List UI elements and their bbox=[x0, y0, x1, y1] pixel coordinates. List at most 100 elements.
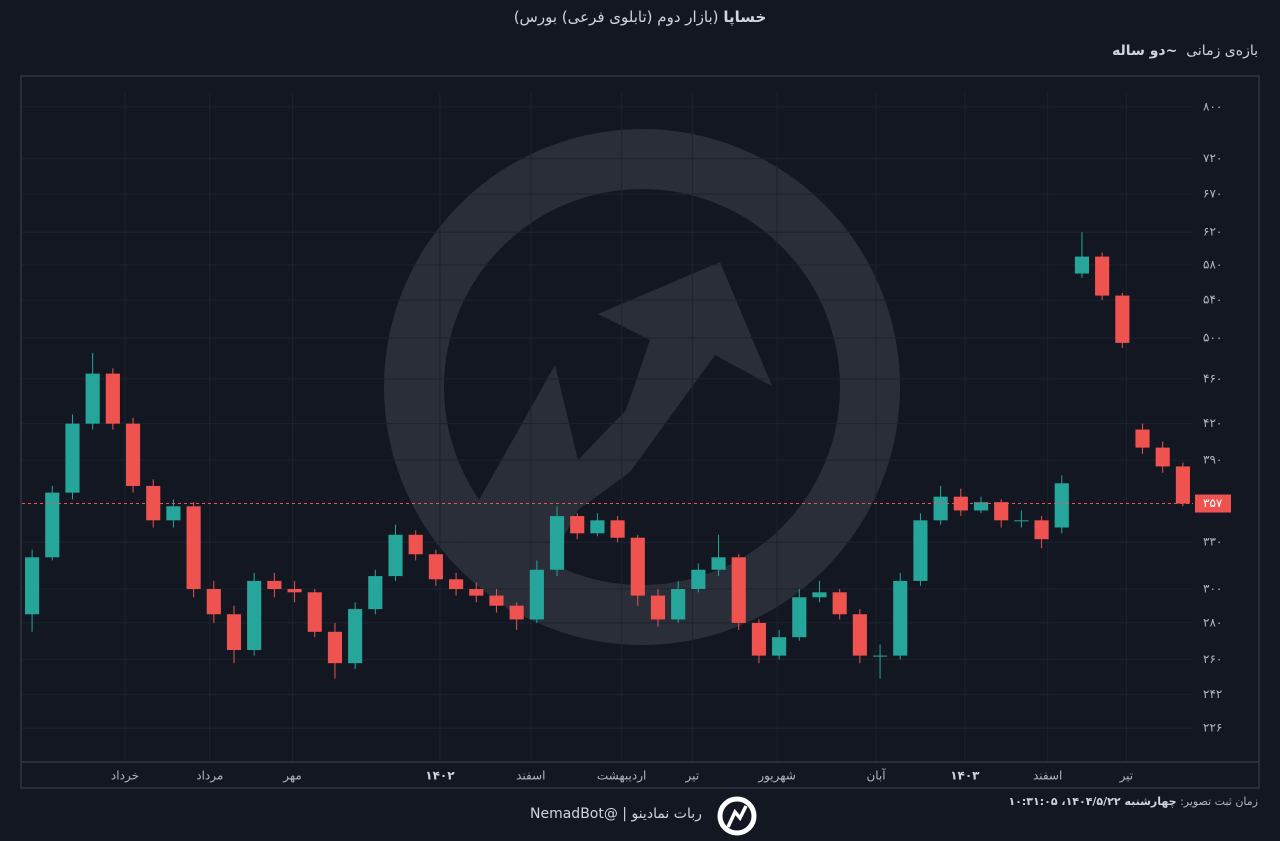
candle-body bbox=[832, 592, 847, 615]
last-price-box bbox=[1195, 494, 1231, 513]
candle-body bbox=[45, 492, 60, 558]
last-price-label: ۳۵۷ bbox=[1203, 496, 1223, 510]
time-label: زمان ثبت تصویر: bbox=[1180, 795, 1258, 808]
candle-body bbox=[731, 557, 746, 623]
candle-body bbox=[166, 506, 181, 521]
candle-body bbox=[933, 496, 948, 521]
y-tick-label: ۲۲۶ bbox=[1203, 721, 1222, 735]
candle-body bbox=[913, 520, 928, 581]
period-label: بازه‌ی زمانی bbox=[1186, 43, 1258, 59]
candle-body bbox=[226, 614, 242, 650]
candle-body bbox=[812, 592, 827, 598]
x-tick-label: آبان bbox=[866, 768, 886, 783]
x-tick-label: خرداد bbox=[111, 769, 139, 784]
candle-body bbox=[186, 506, 201, 590]
frame bbox=[20, 75, 1260, 789]
candle-body bbox=[650, 595, 666, 620]
candle-body bbox=[509, 605, 524, 620]
candle-body bbox=[630, 537, 645, 596]
candle-body bbox=[1034, 520, 1049, 540]
x-tick-label: ۱۴۰۳ bbox=[950, 769, 980, 783]
candle-body bbox=[1135, 429, 1150, 448]
y-tick-label: ۴۲۰ bbox=[1203, 416, 1222, 430]
candle-body bbox=[388, 534, 403, 577]
candle-body bbox=[489, 595, 504, 606]
candle-body bbox=[327, 631, 343, 664]
candle-body bbox=[105, 373, 120, 424]
candle-body bbox=[549, 516, 565, 570]
time-value: چهارشنبه ۱۴۰۴/۵/۲۲، ۱۰:۳۱:۰۵ bbox=[1008, 795, 1177, 808]
candle-body bbox=[852, 614, 867, 656]
candle-body bbox=[671, 589, 686, 620]
candle-body bbox=[287, 589, 302, 593]
y-tick-label: ۳۹۰ bbox=[1203, 453, 1222, 467]
candle-body bbox=[772, 637, 787, 656]
candle-body bbox=[206, 589, 221, 615]
candle-body bbox=[125, 423, 141, 486]
y-tick-label: ۳۳۰ bbox=[1203, 535, 1222, 549]
candle-body bbox=[449, 579, 464, 590]
x-tick-label: اردیبهشت bbox=[597, 769, 646, 784]
candle-body bbox=[1014, 520, 1029, 522]
symbol: خساپا bbox=[723, 8, 767, 26]
candle-body bbox=[1155, 447, 1170, 467]
candle-body bbox=[348, 609, 363, 664]
x-tick-label: مهر bbox=[282, 769, 302, 784]
y-tick-label: ۶۲۰ bbox=[1203, 225, 1222, 239]
candle-body bbox=[792, 597, 807, 638]
y-tick-label: ۷۲۰ bbox=[1203, 151, 1222, 165]
candle-body bbox=[973, 502, 989, 511]
y-tick-label: ۲۴۲ bbox=[1203, 687, 1222, 701]
y-tick-label: ۵۰۰ bbox=[1203, 330, 1222, 344]
candle-body bbox=[529, 569, 544, 620]
candle-body bbox=[146, 485, 161, 521]
candle-body bbox=[65, 423, 80, 493]
candle-body bbox=[1095, 256, 1110, 296]
y-tick-label: ۳۰۰ bbox=[1203, 582, 1222, 596]
y-tick-label: ۲۸۰ bbox=[1203, 615, 1222, 629]
x-tick-label: اسفند bbox=[1033, 769, 1062, 783]
candle-body bbox=[1054, 483, 1069, 528]
candle-body bbox=[85, 373, 100, 424]
market: (بازار دوم (تابلوی فرعی) بورس) bbox=[513, 8, 719, 26]
candle-body bbox=[893, 580, 908, 656]
y-tick-label: ۴۶۰ bbox=[1203, 371, 1222, 385]
candle-body bbox=[247, 580, 262, 650]
candle-body bbox=[469, 589, 484, 596]
y-tick-label: ۵۴۰ bbox=[1203, 293, 1222, 307]
bot: ربات نمادینو | @NemadBot bbox=[530, 806, 702, 822]
candle-body bbox=[267, 580, 282, 590]
y-tick-label: ۵۸۰ bbox=[1203, 257, 1222, 271]
y-tick-label: ۶۷۰ bbox=[1203, 187, 1222, 201]
y-tick-label: ۸۰۰ bbox=[1203, 99, 1222, 113]
period: بازه‌ی زمانی ~دو ساله bbox=[1112, 43, 1258, 59]
x-tick-label: اسفند bbox=[516, 769, 545, 783]
candle-body bbox=[751, 622, 766, 656]
candle-body bbox=[1175, 466, 1190, 504]
candle-body bbox=[1074, 256, 1090, 274]
candle-body bbox=[408, 534, 423, 555]
x-tick-label: شهریور bbox=[757, 769, 796, 784]
candle-body bbox=[570, 516, 585, 534]
candle-body bbox=[307, 592, 322, 632]
candle-body bbox=[25, 557, 40, 615]
candle-body bbox=[872, 655, 888, 657]
y-tick-label: ۲۶۰ bbox=[1203, 652, 1222, 666]
period-value: ~دو ساله bbox=[1112, 43, 1178, 59]
candle-body bbox=[368, 576, 383, 610]
x-tick-label: مرداد bbox=[196, 769, 223, 784]
x-tick-label: تیر bbox=[1119, 769, 1134, 784]
candle-body bbox=[994, 502, 1009, 521]
candle-body bbox=[590, 520, 605, 534]
x-tick-label: ۱۴۰۲ bbox=[425, 769, 455, 783]
candle-body bbox=[711, 557, 726, 570]
candle-body bbox=[691, 569, 706, 590]
time: زمان ثبت تصویر: چهارشنبه ۱۴۰۴/۵/۲۲، ۱۰:۳… bbox=[1008, 795, 1258, 808]
x-tick-label: تیر bbox=[684, 769, 699, 784]
candle-body bbox=[428, 554, 443, 580]
candle-body bbox=[1115, 295, 1130, 343]
title: خساپا (بازار دوم (تابلوی فرعی) بورس) bbox=[0, 8, 1280, 26]
candle-body bbox=[610, 520, 625, 538]
